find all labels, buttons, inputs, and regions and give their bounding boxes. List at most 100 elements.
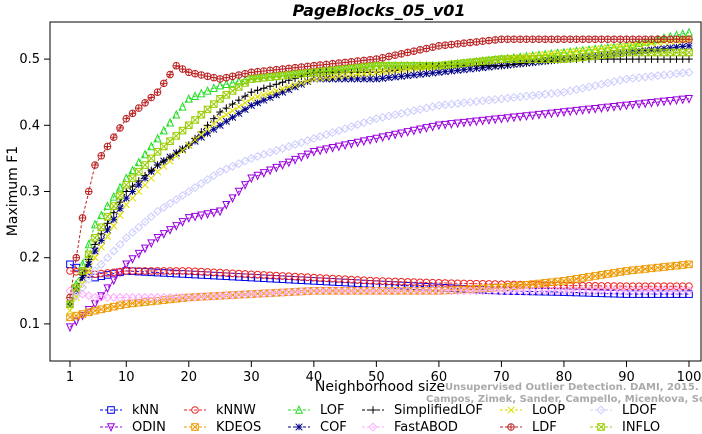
series-odin [65, 95, 694, 333]
data-point-odin [178, 218, 187, 227]
data-point-cof [222, 117, 230, 125]
series-inflo [66, 48, 693, 308]
data-point-loop [222, 111, 230, 119]
data-point-odin [165, 226, 175, 235]
data-point-ldf [291, 63, 299, 72]
data-point-odin [584, 105, 594, 115]
data-point-fastabod [109, 292, 119, 302]
data-point-simplifiedlof [272, 80, 281, 89]
data-point-simplifiedlof [116, 198, 124, 206]
data-point-lof [147, 141, 156, 151]
data-point-fastabod [296, 286, 306, 296]
data-point-loop [597, 44, 606, 53]
data-point-ldof [128, 228, 138, 238]
data-point-fastabod [484, 286, 494, 296]
credit-line-1: Unsupervised Outlier Detection. DAMI, 20… [445, 382, 699, 393]
data-point-ldof [209, 171, 219, 181]
legend-label: LoOP [532, 403, 565, 418]
data-point-fastabod [171, 292, 181, 302]
data-point-ldf [428, 43, 437, 51]
data-point-inflo [191, 116, 199, 124]
data-point-loop [560, 48, 568, 57]
data-point-fastabod [90, 292, 100, 302]
data-point-ldf [178, 65, 187, 73]
data-point-odin [234, 187, 243, 197]
legend-item-loop: LoOP [500, 403, 565, 418]
data-point-odin [666, 97, 675, 106]
data-point-loop [66, 307, 74, 315]
data-point-ldf [222, 73, 231, 82]
data-point-ldf [247, 68, 256, 77]
data-point-odin [378, 133, 387, 143]
legend-label: LDF [532, 420, 557, 434]
data-point-ldof [384, 111, 394, 121]
data-point-fastabod [571, 286, 581, 296]
data-point-ldf [578, 35, 587, 44]
data-point-loop [266, 89, 274, 97]
data-point-ldof [615, 75, 625, 85]
data-point-ldf [447, 40, 456, 49]
data-point-ldf [535, 35, 543, 44]
data-point-odin [478, 116, 487, 126]
data-point-ldof [228, 161, 238, 171]
data-point-loop [128, 194, 137, 202]
data-point-loop [85, 267, 93, 275]
data-point-fastabod [465, 286, 475, 296]
data-point-fastabod [453, 286, 463, 296]
data-point-cof [260, 96, 268, 104]
data-point-fastabod [353, 286, 363, 296]
data-point-cof [103, 226, 112, 234]
data-point-simplifiedlof [216, 108, 224, 116]
data-point-loop [110, 222, 118, 230]
data-point-inflo [147, 154, 156, 163]
credit-line-2: Campos, Zimek, Sander, Campello, Micenko… [426, 394, 702, 405]
data-point-loop [310, 75, 318, 83]
data-point-odin [122, 260, 131, 270]
data-point-fastabod [159, 292, 169, 302]
data-point-loop [416, 64, 424, 72]
data-point-odin [516, 112, 525, 122]
data-point-odin [453, 119, 462, 129]
data-point-ldf [272, 65, 281, 74]
data-point-ldf [610, 35, 618, 44]
data-point-ldf [472, 38, 481, 46]
data-point-simplifiedlof [522, 59, 531, 67]
data-point-ldf [635, 35, 643, 44]
data-point-odin [653, 98, 662, 108]
data-point-ldf [678, 35, 687, 44]
data-point-odin [684, 95, 694, 104]
data-point-loop [566, 48, 574, 56]
data-point-inflo [134, 167, 143, 176]
data-point-fastabod [190, 292, 200, 302]
data-point-ldf [153, 88, 162, 96]
data-point-loop [353, 70, 362, 78]
legend-label: ODIN [132, 420, 166, 434]
data-point-ldf [435, 42, 443, 50]
x-axis-label: Neighborhood size [315, 379, 445, 395]
data-point-ldf [460, 39, 468, 48]
data-point-lof [165, 117, 175, 127]
data-point-cof [391, 73, 399, 81]
data-point-odin [140, 244, 150, 254]
x-tick-label: 20 [181, 370, 198, 385]
data-point-lof [109, 191, 118, 201]
data-point-ldf [278, 65, 287, 73]
data-point-ldf [103, 142, 112, 151]
data-point-ldf [385, 52, 393, 61]
legend-item-cof: COF [288, 420, 347, 434]
data-point-ldf [253, 67, 262, 76]
data-point-odin [509, 113, 519, 123]
legend-item-ldof: LDOF [590, 403, 657, 418]
data-point-knnw [685, 282, 693, 290]
data-point-loop [272, 87, 280, 95]
data-point-fastabod [546, 286, 556, 296]
data-point-odin [153, 234, 162, 243]
data-point-odin [72, 317, 81, 327]
data-point-ldof [115, 239, 125, 249]
data-point-ldof [171, 194, 181, 204]
data-point-lof [115, 182, 125, 192]
data-point-fastabod [421, 286, 431, 296]
data-point-ldf [347, 57, 356, 66]
data-point-lof [215, 80, 225, 90]
data-point-loop [191, 136, 199, 144]
